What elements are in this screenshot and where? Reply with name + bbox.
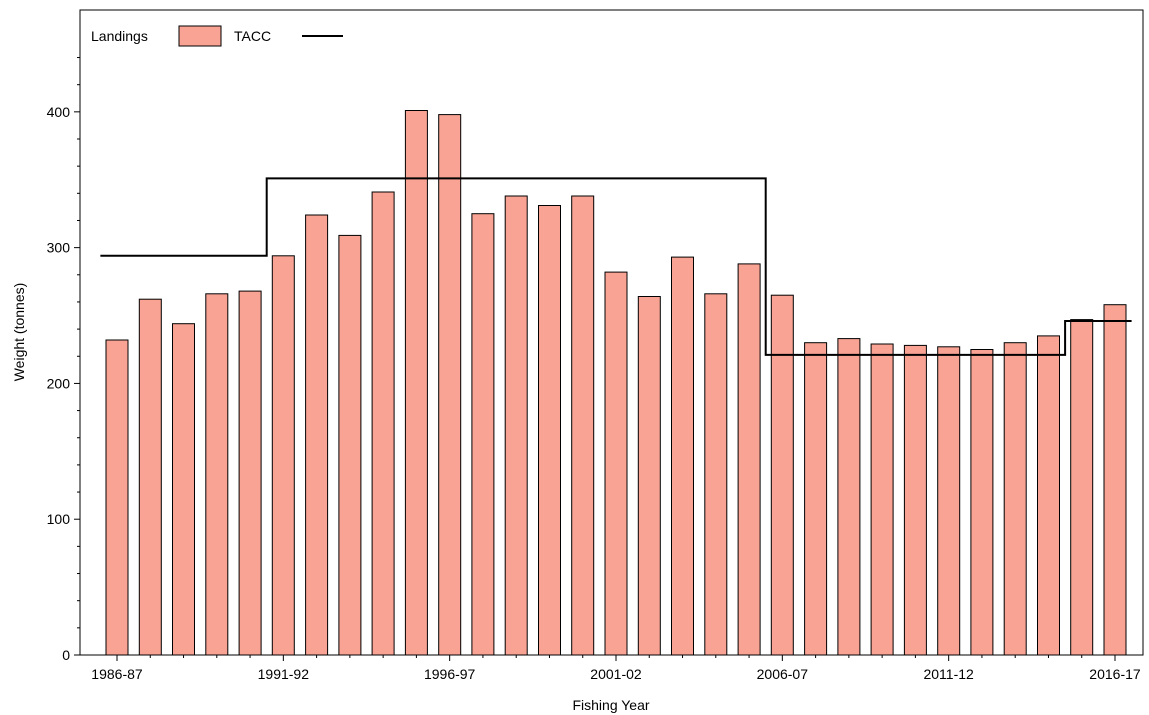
x-tick-label: 1996-97 [424, 666, 476, 682]
legend-landings-label: Landings [91, 28, 148, 44]
bar-2001-02 [604, 271, 628, 656]
bar-2002-03 [637, 296, 661, 656]
bar-1986-87 [105, 339, 129, 656]
bar-2004-05 [704, 293, 728, 656]
bar-1991-92 [271, 255, 295, 656]
y-tick-label: 400 [47, 104, 71, 120]
legend-tacc-label: TACC [234, 28, 271, 44]
tacc-line-group [100, 177, 1132, 356]
bar-2015-16 [1070, 319, 1094, 656]
bar-1988-89 [172, 323, 195, 656]
bar-2013-14 [1003, 342, 1027, 656]
bar-1997-98 [471, 213, 495, 656]
x-tick-label: 2006-07 [757, 666, 809, 682]
y-tick-label: 300 [47, 240, 71, 256]
bar-1998-99 [504, 195, 528, 656]
bar-2014-15 [1037, 335, 1060, 656]
x-tick-label: 1991-92 [258, 666, 310, 682]
y-tick-label: 100 [47, 511, 71, 527]
bar-1990-91 [238, 290, 262, 656]
bar-2006-07 [770, 294, 794, 656]
x-tick-label: 2011-12 [923, 666, 974, 682]
x-tick-label: 2001-02 [590, 666, 642, 682]
x-tick-label: 2016-17 [1089, 666, 1141, 682]
bar-2016-17 [1103, 304, 1127, 656]
bar-1992-93 [305, 214, 329, 656]
x-axis-title: Fishing Year [572, 697, 649, 713]
bar-1993-94 [338, 234, 362, 656]
bar-2012-13 [970, 349, 994, 656]
legend: Landings TACC [91, 25, 343, 47]
bar-2009-10 [870, 343, 894, 656]
tacc-line [100, 177, 1132, 356]
bar-1999-00 [538, 205, 561, 656]
bar-1994-95 [371, 191, 395, 656]
bar-1987-88 [138, 298, 162, 656]
bar-2008-09 [837, 338, 861, 656]
bar-2010-11 [903, 344, 927, 656]
bar-2005-06 [737, 263, 761, 656]
bar-2003-04 [671, 256, 694, 656]
bar-1989-90 [205, 293, 229, 656]
x-tick-label: 1986-87 [91, 666, 143, 682]
bar-2011-12 [937, 346, 961, 656]
bar-1995-96 [404, 110, 428, 656]
y-tick-label: 200 [47, 375, 71, 391]
y-tick-label: 0 [62, 647, 70, 663]
y-axis-title: Weight (tonnes) [11, 283, 27, 382]
x-axis: 1986-87 1991-92 1996-97 2001-02 2006-07 2011-… [91, 655, 1141, 682]
bar-2000-01 [571, 195, 595, 656]
y-axis: 0 100 200 300 400 [47, 57, 80, 663]
landings-bars [105, 110, 1127, 656]
legend-landings-swatch [178, 25, 222, 47]
bar-1996-97 [438, 114, 462, 656]
bar-2007-08 [804, 342, 828, 656]
